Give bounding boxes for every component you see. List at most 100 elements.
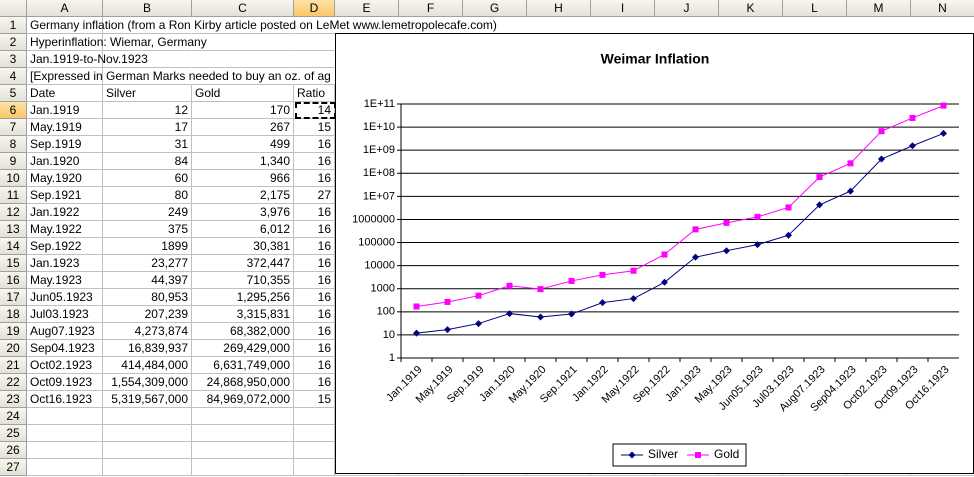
cell[interactable]: Ratio (294, 85, 335, 102)
cell[interactable] (719, 17, 783, 34)
cell[interactable]: Sep.1921 (27, 187, 103, 204)
column-header[interactable]: B (103, 0, 192, 17)
column-header[interactable]: D (294, 0, 335, 17)
row-header[interactable]: 9 (0, 153, 27, 170)
cell[interactable]: 15 (294, 119, 335, 136)
cell[interactable]: 84 (103, 153, 192, 170)
cell[interactable]: Sep.1919 (27, 136, 103, 153)
cell[interactable] (27, 459, 103, 476)
cell[interactable]: 1,554,309,000 (103, 374, 192, 391)
cell[interactable]: 30,381 (192, 238, 294, 255)
column-header[interactable]: F (399, 0, 463, 17)
cell[interactable]: 249 (103, 204, 192, 221)
cell[interactable]: 16 (294, 272, 335, 289)
column-header[interactable]: I (591, 0, 655, 17)
cell[interactable]: 16 (294, 374, 335, 391)
cell[interactable] (294, 68, 335, 85)
row-header[interactable]: 21 (0, 357, 27, 374)
cell[interactable]: Gold (192, 85, 294, 102)
cell[interactable] (294, 459, 335, 476)
cell[interactable]: 4,273,874 (103, 323, 192, 340)
column-header[interactable]: L (783, 0, 847, 17)
row-header[interactable]: 7 (0, 119, 27, 136)
cell[interactable]: 23,277 (103, 255, 192, 272)
row-header[interactable]: 14 (0, 238, 27, 255)
cell[interactable]: 16 (294, 340, 335, 357)
cell[interactable]: Silver (103, 85, 192, 102)
column-header[interactable]: A (27, 0, 103, 17)
cell[interactable]: Aug07.1923 (27, 323, 103, 340)
column-header[interactable]: H (527, 0, 591, 17)
cell[interactable] (847, 17, 911, 34)
cell[interactable] (103, 34, 192, 51)
cell[interactable]: May.1923 (27, 272, 103, 289)
column-header[interactable]: C (192, 0, 294, 17)
cell[interactable]: 1899 (103, 238, 192, 255)
cell[interactable] (294, 442, 335, 459)
cell[interactable]: Oct09.1923 (27, 374, 103, 391)
row-header[interactable]: 24 (0, 408, 27, 425)
cell[interactable] (399, 17, 463, 34)
cell[interactable]: 80,953 (103, 289, 192, 306)
cell[interactable]: 44,397 (103, 272, 192, 289)
cell[interactable]: 16 (294, 323, 335, 340)
cell[interactable]: May.1922 (27, 221, 103, 238)
select-all[interactable] (0, 0, 27, 17)
row-header[interactable]: 4 (0, 68, 27, 85)
cell[interactable]: 5,319,567,000 (103, 391, 192, 408)
cell[interactable] (911, 17, 974, 34)
row-header[interactable]: 8 (0, 136, 27, 153)
cell[interactable]: Jan.1919 (27, 102, 103, 119)
column-header[interactable]: J (655, 0, 719, 17)
cell[interactable]: Oct16.1923 (27, 391, 103, 408)
cell[interactable]: 1,340 (192, 153, 294, 170)
cell[interactable]: 16 (294, 255, 335, 272)
cell[interactable]: 3,976 (192, 204, 294, 221)
cell[interactable]: 68,382,000 (192, 323, 294, 340)
row-header[interactable]: 6 (0, 102, 27, 119)
cell[interactable] (103, 51, 192, 68)
cell[interactable]: 31 (103, 136, 192, 153)
cell[interactable]: May.1920 (27, 170, 103, 187)
cell[interactable] (294, 408, 335, 425)
cell[interactable] (591, 17, 655, 34)
row-header[interactable]: 15 (0, 255, 27, 272)
cell[interactable] (192, 408, 294, 425)
cell[interactable] (783, 17, 847, 34)
cell[interactable]: 414,484,000 (103, 357, 192, 374)
row-header[interactable]: 16 (0, 272, 27, 289)
cell[interactable]: 16 (294, 221, 335, 238)
column-header[interactable]: N (911, 0, 974, 17)
cell[interactable] (463, 17, 527, 34)
cell[interactable] (294, 51, 335, 68)
cell[interactable]: Sep04.1923 (27, 340, 103, 357)
cell[interactable]: 6,631,749,000 (192, 357, 294, 374)
cell[interactable]: 16 (294, 170, 335, 187)
cell[interactable]: 499 (192, 136, 294, 153)
row-header[interactable]: 19 (0, 323, 27, 340)
cell[interactable]: May.1919 (27, 119, 103, 136)
cell[interactable]: Jan.1920 (27, 153, 103, 170)
cell[interactable] (103, 17, 192, 34)
column-header[interactable]: K (719, 0, 783, 17)
cell[interactable] (192, 17, 294, 34)
cell[interactable]: Jul03.1923 (27, 306, 103, 323)
row-header[interactable]: 26 (0, 442, 27, 459)
row-header[interactable]: 10 (0, 170, 27, 187)
cell[interactable]: Jan.1923 (27, 255, 103, 272)
cell[interactable]: 16 (294, 204, 335, 221)
cell[interactable]: Sep.1922 (27, 238, 103, 255)
cell[interactable]: 16 (294, 153, 335, 170)
row-header[interactable]: 1 (0, 17, 27, 34)
cell[interactable] (527, 17, 591, 34)
cell[interactable]: Oct02.1923 (27, 357, 103, 374)
cell[interactable] (192, 51, 294, 68)
chart[interactable]: Weimar Inflation 1 10 100 1000 10000 100000 10… (335, 33, 974, 474)
cell[interactable]: 6,012 (192, 221, 294, 238)
cell[interactable]: Germany inflation (from a Ron Kirby arti… (27, 17, 497, 34)
cell[interactable]: 170 (192, 102, 294, 119)
cell[interactable] (192, 68, 294, 85)
cell[interactable] (103, 68, 192, 85)
cell[interactable]: 12 (103, 102, 192, 119)
cell[interactable]: 60 (103, 170, 192, 187)
